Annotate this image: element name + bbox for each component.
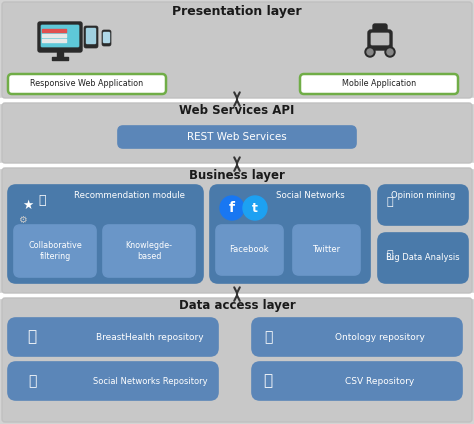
Circle shape <box>220 196 244 220</box>
FancyBboxPatch shape <box>2 2 472 98</box>
FancyBboxPatch shape <box>216 225 283 275</box>
Text: Opinion mining: Opinion mining <box>391 192 455 201</box>
Text: CSV Repository: CSV Repository <box>346 377 415 385</box>
Text: 👤: 👤 <box>387 197 393 207</box>
Text: Twitter: Twitter <box>312 245 340 254</box>
Text: Collaborative
filtering: Collaborative filtering <box>28 241 82 261</box>
Text: Facebook: Facebook <box>229 245 269 254</box>
Text: ⚙: ⚙ <box>18 215 27 225</box>
Text: 🔗: 🔗 <box>264 330 272 344</box>
Text: f: f <box>229 201 235 215</box>
FancyBboxPatch shape <box>368 30 392 50</box>
FancyBboxPatch shape <box>2 168 472 293</box>
Text: 🗄: 🗄 <box>264 374 273 388</box>
FancyBboxPatch shape <box>373 24 387 32</box>
Text: Big Data Analysis: Big Data Analysis <box>386 254 460 262</box>
Text: REST Web Services: REST Web Services <box>187 132 287 142</box>
FancyBboxPatch shape <box>103 32 110 43</box>
Text: Ontology repository: Ontology repository <box>335 332 425 341</box>
FancyBboxPatch shape <box>8 318 218 356</box>
Text: Social Networks: Social Networks <box>275 192 345 201</box>
FancyBboxPatch shape <box>118 126 356 148</box>
FancyBboxPatch shape <box>210 185 370 283</box>
FancyBboxPatch shape <box>38 22 82 52</box>
FancyBboxPatch shape <box>102 30 111 46</box>
FancyBboxPatch shape <box>8 362 218 400</box>
FancyBboxPatch shape <box>14 225 96 277</box>
Circle shape <box>387 49 393 55</box>
FancyBboxPatch shape <box>2 298 472 422</box>
FancyBboxPatch shape <box>293 225 360 275</box>
FancyBboxPatch shape <box>103 225 195 277</box>
Text: 🔗: 🔗 <box>28 374 36 388</box>
FancyBboxPatch shape <box>300 74 458 94</box>
Circle shape <box>367 49 373 55</box>
Text: Responsive Web Application: Responsive Web Application <box>30 80 144 89</box>
Text: 🗄: 🗄 <box>27 329 36 344</box>
FancyBboxPatch shape <box>252 318 462 356</box>
FancyBboxPatch shape <box>41 25 79 47</box>
Text: Social Networks Repository: Social Networks Repository <box>93 377 207 385</box>
FancyBboxPatch shape <box>2 103 472 163</box>
Circle shape <box>243 196 267 220</box>
Text: Web Services API: Web Services API <box>179 104 295 117</box>
FancyBboxPatch shape <box>371 33 389 45</box>
Text: BreastHealth repository: BreastHealth repository <box>96 332 204 341</box>
Text: Mobile Application: Mobile Application <box>342 80 416 89</box>
FancyBboxPatch shape <box>86 28 96 44</box>
FancyBboxPatch shape <box>252 362 462 400</box>
Text: ★: ★ <box>22 198 34 212</box>
Text: Business layer: Business layer <box>189 170 285 182</box>
Circle shape <box>365 47 375 57</box>
Text: Data access layer: Data access layer <box>179 299 295 312</box>
FancyBboxPatch shape <box>378 185 468 225</box>
Text: Presentation layer: Presentation layer <box>172 5 302 17</box>
Text: t: t <box>252 201 258 215</box>
Text: Recommendation module: Recommendation module <box>74 192 185 201</box>
FancyBboxPatch shape <box>378 233 468 283</box>
Text: 📊: 📊 <box>387 250 393 260</box>
FancyBboxPatch shape <box>84 26 98 48</box>
Circle shape <box>385 47 395 57</box>
Text: Knowlegde-
based: Knowlegde- based <box>126 241 173 261</box>
FancyBboxPatch shape <box>8 74 166 94</box>
FancyBboxPatch shape <box>8 185 203 283</box>
Text: 👤: 👤 <box>38 193 46 206</box>
